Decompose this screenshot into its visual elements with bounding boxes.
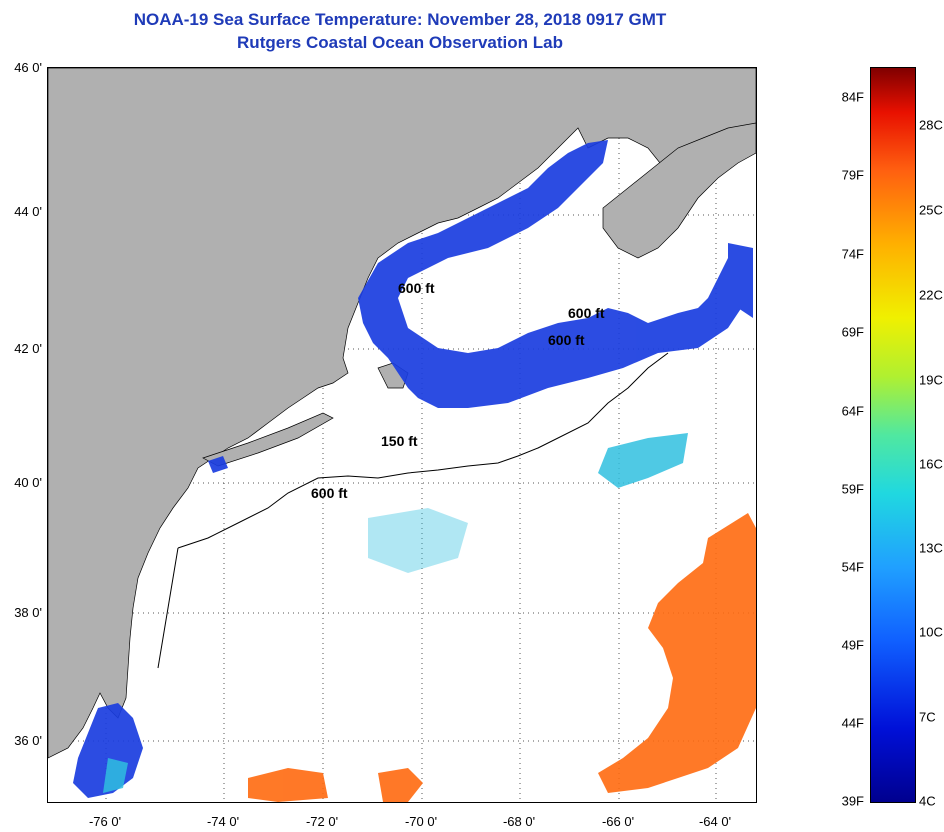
colorbar-c-label: 4C	[919, 793, 936, 809]
colorbar-f-label: 59F	[841, 481, 864, 497]
colorbar-f-label: 84F	[841, 89, 864, 105]
lon-label: -66 0'	[601, 814, 635, 829]
colorbar-c-label: 16C	[919, 456, 943, 472]
isobath-label: 600 ft	[548, 332, 585, 348]
lat-label: 36 0'	[14, 733, 42, 748]
colorbar-f-label: 49F	[841, 637, 864, 653]
colorbar-f-label: 69F	[841, 324, 864, 340]
colorbar-c-label: 13C	[919, 540, 943, 556]
colorbar-c-label: 22C	[919, 287, 943, 303]
lon-label: -74 0'	[206, 814, 240, 829]
lat-label: 46 0'	[14, 60, 42, 75]
lon-label: -70 0'	[404, 814, 438, 829]
map-subtitle: Rutgers Coastal Ocean Observation Lab	[237, 33, 563, 52]
isobaths	[157, 352, 669, 669]
land	[48, 68, 756, 759]
colorbar-c-label: 25C	[919, 202, 943, 218]
isobath-label: 600 ft	[568, 305, 605, 321]
colorbar-f-label: 74F	[841, 246, 864, 262]
map-title: NOAA-19 Sea Surface Temperature: Novembe…	[133, 10, 667, 29]
colorbar-c-label: 28C	[919, 117, 943, 133]
colorbar-f-label: 79F	[841, 167, 864, 183]
colorbar-f-label: 39F	[841, 793, 864, 809]
lon-label: -64 0'	[698, 814, 732, 829]
isobath-label: 150 ft	[381, 433, 418, 449]
lat-label: 40 0'	[14, 475, 42, 490]
colorbar-c-label: 7C	[919, 709, 936, 725]
colorbar-c-label: 10C	[919, 624, 943, 640]
warm-water	[248, 513, 756, 802]
colorbar-f-label: 64F	[841, 403, 864, 419]
lat-label: 38 0'	[14, 605, 42, 620]
lon-label: -76 0'	[88, 814, 122, 829]
colorbar-c-label: 19C	[919, 372, 943, 388]
lon-label: -72 0'	[305, 814, 339, 829]
isobath-label: 600 ft	[398, 280, 435, 296]
map-canvas: 600 ft 600 ft 600 ft 150 ft 600 ft	[48, 68, 756, 802]
lon-label: -68 0'	[502, 814, 536, 829]
lat-label: 42 0'	[14, 341, 42, 356]
colorbar-f-label: 54F	[841, 559, 864, 575]
colorbar-f-label: 44F	[841, 715, 864, 731]
isobath-labels: 600 ft 600 ft 600 ft 150 ft 600 ft	[311, 280, 605, 501]
lat-label: 44 0'	[14, 204, 42, 219]
isobath-label: 600 ft	[311, 485, 348, 501]
sst-map[interactable]: 600 ft 600 ft 600 ft 150 ft 600 ft	[47, 67, 757, 803]
mid-water	[103, 433, 688, 793]
temperature-colorbar	[870, 67, 916, 803]
